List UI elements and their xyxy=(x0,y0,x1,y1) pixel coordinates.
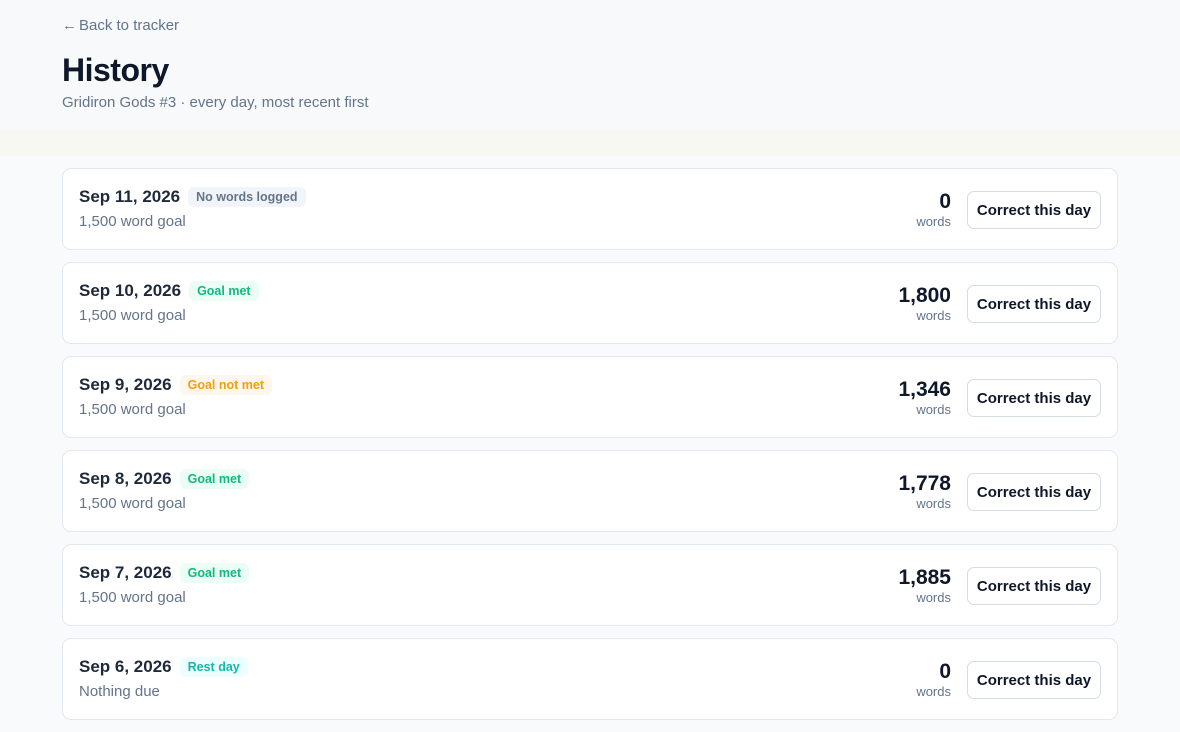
history-day-card: Sep 7, 2026 Goal met 1,500 word goal 1,8… xyxy=(62,544,1118,626)
day-goal: 1,500 word goal xyxy=(79,495,186,512)
word-count-value: 1,800 xyxy=(898,284,951,307)
day-goal: 1,500 word goal xyxy=(79,401,186,418)
day-date: Sep 8, 2026 xyxy=(79,469,172,488)
correct-day-button[interactable]: Correct this day xyxy=(967,473,1101,511)
correct-day-button[interactable]: Correct this day xyxy=(967,661,1101,699)
correct-day-button[interactable]: Correct this day xyxy=(967,567,1101,605)
day-date: Sep 7, 2026 xyxy=(79,563,172,582)
day-date: Sep 9, 2026 xyxy=(79,375,172,394)
word-count-value: 1,885 xyxy=(898,566,951,589)
status-badge: Rest day xyxy=(179,657,248,677)
word-count-value: 1,346 xyxy=(898,378,951,401)
day-goal: Nothing due xyxy=(79,683,160,700)
word-count-unit: words xyxy=(916,402,951,417)
correct-day-button[interactable]: Correct this day xyxy=(967,285,1101,323)
word-count-value: 0 xyxy=(939,190,951,213)
back-link-label: Back to tracker xyxy=(79,17,180,34)
word-count-value: 0 xyxy=(939,660,951,683)
word-count: 1,885 words xyxy=(898,565,951,605)
word-count-unit: words xyxy=(916,684,951,699)
status-badge: Goal met xyxy=(189,281,259,301)
day-goal: 1,500 word goal xyxy=(79,213,186,230)
history-day-card: Sep 8, 2026 Goal met 1,500 word goal 1,7… xyxy=(62,450,1118,532)
status-badge: Goal met xyxy=(179,469,250,489)
word-count-value: 1,778 xyxy=(898,472,951,495)
word-count-unit: words xyxy=(916,214,951,229)
page-subtitle: Gridiron Gods #3 · every day, most recen… xyxy=(62,94,369,111)
correct-day-button[interactable]: Correct this day xyxy=(967,379,1101,417)
page-header: ← Back to tracker History Gridiron Gods … xyxy=(0,0,1180,130)
day-goal: 1,500 word goal xyxy=(79,589,186,606)
status-badge: Goal not met xyxy=(179,375,273,395)
status-badge: Goal met xyxy=(179,563,250,583)
back-to-tracker-link[interactable]: ← Back to tracker xyxy=(62,17,179,34)
word-count: 1,800 words xyxy=(898,283,951,323)
day-date: Sep 10, 2026 xyxy=(79,281,182,300)
word-count: 0 words xyxy=(916,659,951,699)
history-day-card: Sep 11, 2026 No words logged 1,500 word … xyxy=(62,168,1118,250)
header-divider-band xyxy=(0,130,1180,156)
day-goal: 1,500 word goal xyxy=(79,307,186,324)
history-day-card: Sep 9, 2026 Goal not met 1,500 word goal… xyxy=(62,356,1118,438)
word-count-unit: words xyxy=(916,496,951,511)
word-count-unit: words xyxy=(916,308,951,323)
page-title: History xyxy=(62,52,169,88)
history-day-card: Sep 10, 2026 Goal met 1,500 word goal 1,… xyxy=(62,262,1118,344)
word-count: 1,346 words xyxy=(898,377,951,417)
day-date: Sep 11, 2026 xyxy=(79,187,181,206)
arrow-left-icon: ← xyxy=(62,17,77,34)
status-badge: No words logged xyxy=(188,187,306,207)
history-list: Sep 11, 2026 No words logged 1,500 word … xyxy=(62,168,1118,732)
day-date: Sep 6, 2026 xyxy=(79,657,172,676)
word-count-unit: words xyxy=(916,590,951,605)
word-count: 1,778 words xyxy=(898,471,951,511)
history-day-card: Sep 6, 2026 Rest day Nothing due 0 words… xyxy=(62,638,1118,720)
correct-day-button[interactable]: Correct this day xyxy=(967,191,1101,229)
word-count: 0 words xyxy=(916,189,951,229)
